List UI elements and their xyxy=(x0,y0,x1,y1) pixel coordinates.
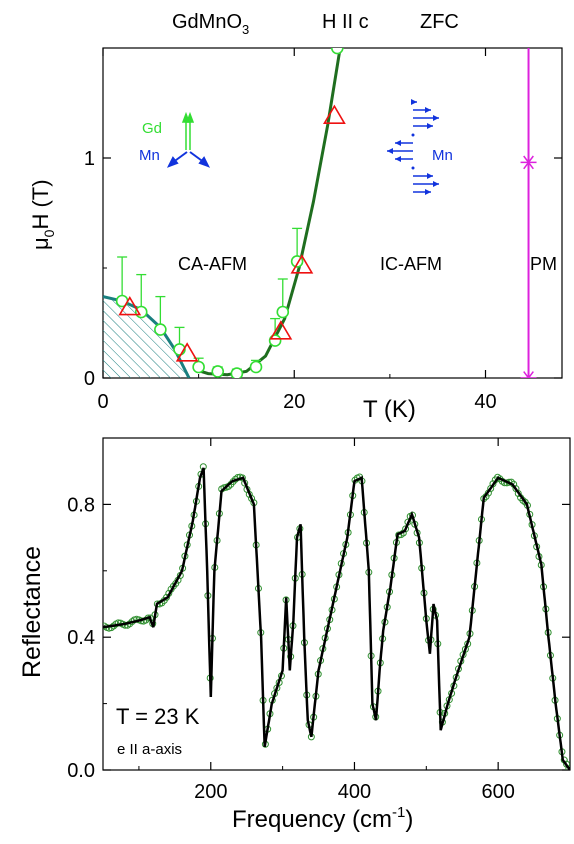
spin-arrow-head xyxy=(433,115,439,121)
mn-label-left: Mn xyxy=(139,147,160,164)
spin-arrow-head xyxy=(427,123,433,129)
data-point-circle xyxy=(192,360,205,374)
data-point-triangle xyxy=(323,104,346,124)
spin-arrow-head xyxy=(425,189,431,195)
spin-dot xyxy=(411,133,415,137)
data-point-circle xyxy=(154,323,167,336)
spin-arrow-head xyxy=(427,173,433,179)
ic-afm-boundary-line xyxy=(193,48,342,377)
data-point-star xyxy=(520,155,537,170)
star-stroke xyxy=(523,371,530,378)
data-point-circle xyxy=(330,48,344,55)
bottom-chart: 200 400 600 0.0 0.4 0.8 Reflectance Frequency… xyxy=(18,437,571,833)
compound-label: GdMnO3 xyxy=(172,11,249,37)
top-x-axis-label: T (K) xyxy=(363,396,416,423)
data-point-circle xyxy=(276,305,290,319)
bottom-axis-ticks: 200 400 600 0.0 0.4 0.8 xyxy=(67,438,571,803)
spectrum-fit-line xyxy=(103,467,570,770)
data-point-circle xyxy=(211,365,225,378)
data-point-triangle xyxy=(175,342,199,362)
phase-label-ca-afm: CA-AFM xyxy=(178,254,247,274)
data-point-triangle xyxy=(290,254,314,274)
top-y-tick-label: 0 xyxy=(84,368,95,390)
bottom-x-tick-label: 400 xyxy=(338,781,371,803)
data-point-circle xyxy=(230,367,244,378)
canted-spin-inset: Gd Mn xyxy=(139,111,211,168)
spectrum-data-point xyxy=(565,765,570,770)
bottom-x-axis-label: Frequency (cm-1) xyxy=(232,804,413,833)
top-y-tick-label: 1 xyxy=(84,148,95,170)
field-direction-label: H II c xyxy=(322,11,369,33)
bottom-y-axis-label: Reflectance xyxy=(18,546,46,678)
top-x-tick-label: 40 xyxy=(474,391,496,413)
data-point-circle xyxy=(268,334,282,347)
phase-label-pm: PM xyxy=(530,254,557,274)
bottom-y-tick-label: 0.4 xyxy=(67,627,95,649)
gd-label: Gd xyxy=(142,120,162,137)
spectrum-data-point xyxy=(163,593,171,601)
spin-arrow-head xyxy=(387,148,393,154)
bottom-plot-frame xyxy=(102,437,571,771)
bottom-plot-content xyxy=(103,463,570,770)
data-point-triangle xyxy=(269,320,293,340)
protocol-label: ZFC xyxy=(420,11,459,33)
mn-canted-spin-icon xyxy=(166,151,211,168)
ic-spin-arrows-icon xyxy=(387,99,439,195)
spectrum-data-point xyxy=(395,531,403,539)
spin-arrow-head xyxy=(411,99,417,105)
top-y-axis-label: μ0H (T) xyxy=(28,179,57,250)
spin-arrow-head xyxy=(425,107,431,113)
gd-spin-up-icon xyxy=(181,111,195,150)
temperature-annotation: T = 23 K xyxy=(116,704,200,729)
ca-afm-hatched-region xyxy=(103,296,190,378)
star-stroke xyxy=(523,155,534,170)
spin-arrow-head xyxy=(433,181,439,187)
mn-label-right: Mn xyxy=(432,147,453,164)
star-stroke xyxy=(527,371,534,378)
top-x-tick-label: 20 xyxy=(283,391,305,413)
data-point-triangle xyxy=(118,296,142,316)
bottom-x-tick-label: 600 xyxy=(481,781,514,803)
bottom-x-tick-label: 200 xyxy=(194,781,227,803)
top-chart: 0 20 40 0 1 μ0H (T) T (K) CA-AFM IC-AFM PM G… xyxy=(28,47,563,423)
bottom-y-tick-label: 0.0 xyxy=(67,760,95,782)
spin-dot xyxy=(411,166,415,170)
top-x-tick-label: 0 xyxy=(97,391,108,413)
spin-arrow-head xyxy=(395,140,401,146)
data-point-circle xyxy=(249,360,263,374)
top-header: GdMnO3 H II c ZFC xyxy=(172,11,459,37)
ic-spin-inset: Mn xyxy=(387,99,453,195)
top-plot-content xyxy=(103,48,537,378)
polarization-annotation: e II a-axis xyxy=(117,741,182,758)
spin-arrow-head xyxy=(395,156,401,162)
data-point-star xyxy=(520,371,537,378)
bottom-y-tick-label: 0.8 xyxy=(67,494,95,516)
phase-label-ic-afm: IC-AFM xyxy=(380,254,442,274)
